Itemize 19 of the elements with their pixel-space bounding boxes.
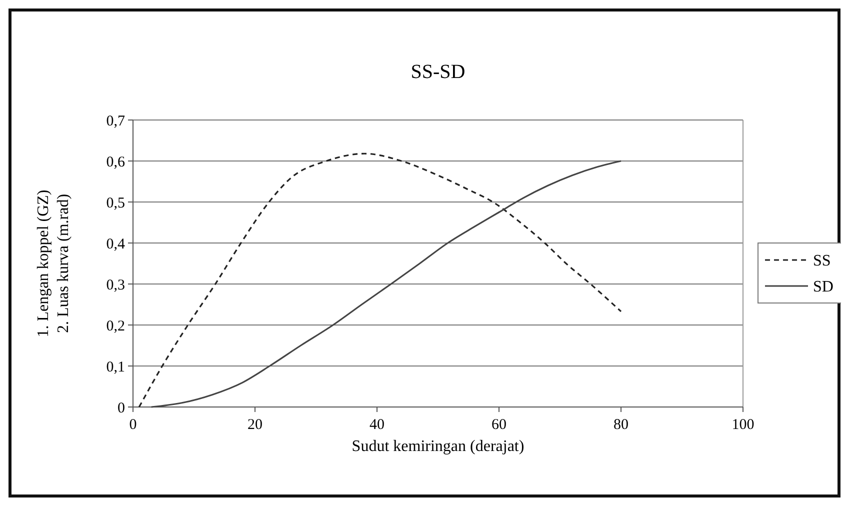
x-tick-label: 60 [492,417,506,433]
y-tick-label: 0,3 [106,277,125,294]
y-tick-label: 0,4 [106,236,126,252]
y-tick-label: 0,2 [106,318,125,334]
x-tick-label: 100 [732,417,754,433]
legend-label: SS [813,252,831,270]
y-tick-label: 0,1 [106,359,125,376]
y-tick-label: 0,7 [106,113,126,130]
y-axis-title: 1. Lengan koppel (GZ) 2. Luas kurva (m.rad) [35,190,72,338]
chart-title: SS-SD [410,61,466,83]
y-tick-label: 0 [118,400,125,416]
x-tick-label: 80 [614,417,628,433]
x-axis-title: Sudut kemiringan (derajat) [352,438,524,455]
x-tick-label: 40 [370,417,384,433]
legend-label: SD [813,278,834,296]
y-tick-label: 0,6 [106,154,126,170]
x-tick-label: 20 [248,417,262,433]
y-tick-label: 0,5 [106,195,125,212]
x-tick-label: 0 [129,417,137,433]
